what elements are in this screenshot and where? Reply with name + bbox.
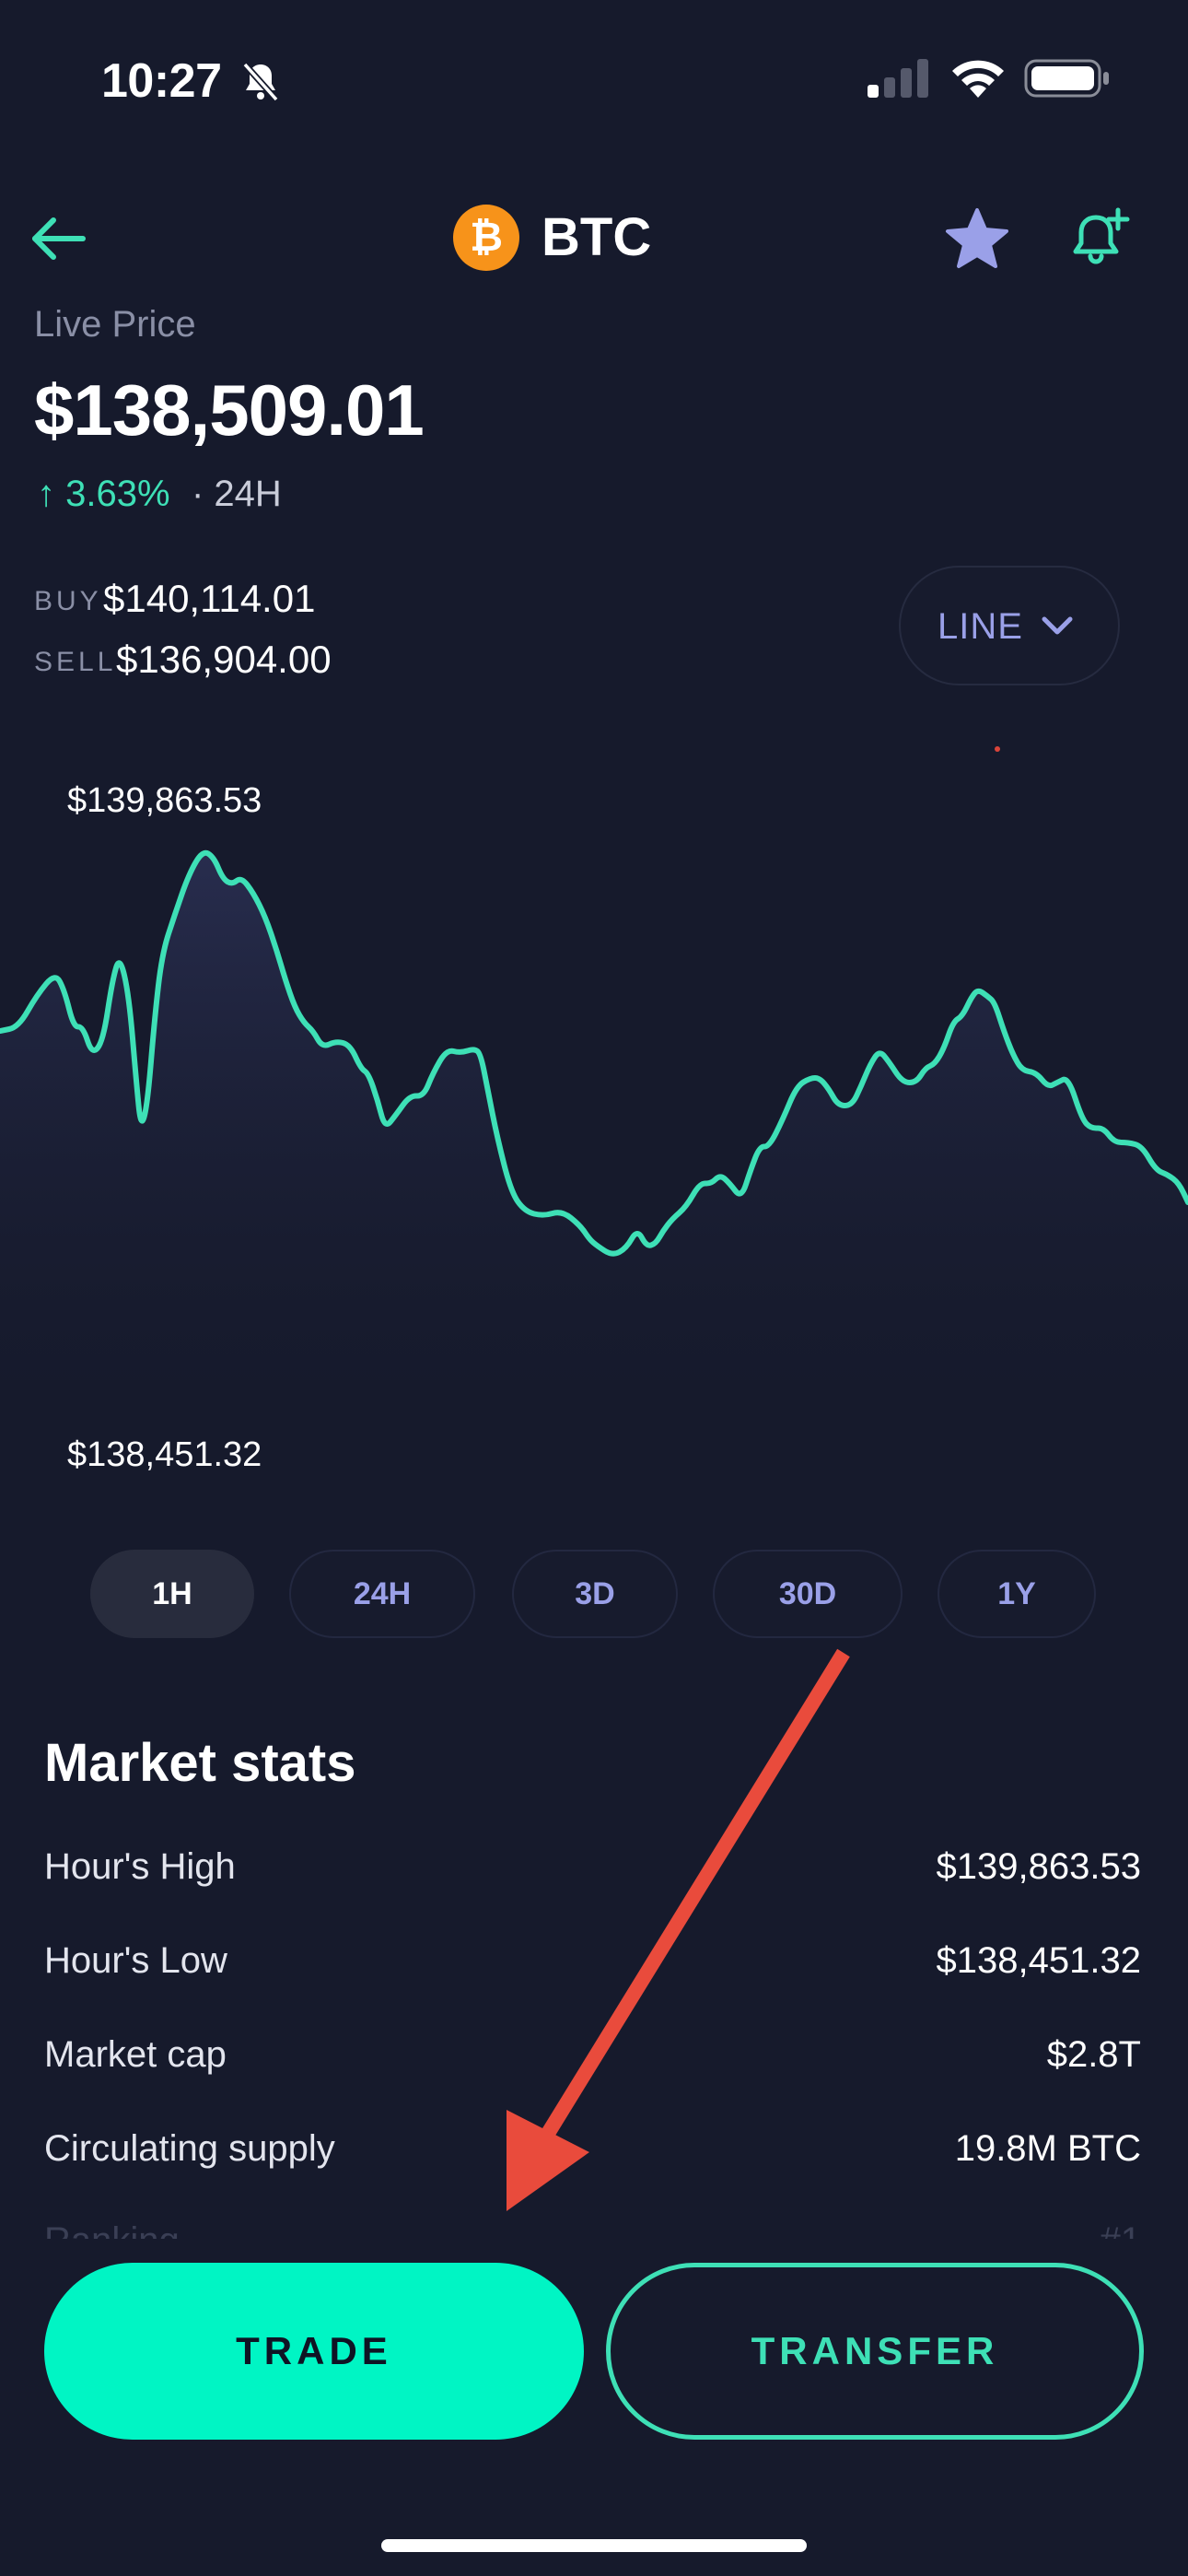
bell-muted-icon <box>242 62 279 102</box>
live-price-label: Live Price <box>34 304 196 345</box>
chart-price-line <box>0 849 1188 1257</box>
home-indicator <box>381 2539 807 2552</box>
stat-label-market-cap: Market cap <box>44 2034 227 2075</box>
range-tab-24h[interactable]: 24H <box>289 1550 475 1638</box>
buy-label: BUY <box>34 586 102 616</box>
live-price-value: $138,509.01 <box>34 369 425 451</box>
sell-price: $136,904.00 <box>116 638 332 681</box>
stat-value-market-cap: $2.8T <box>1046 2034 1141 2075</box>
range-tab-30d[interactable]: 30D <box>713 1550 903 1638</box>
stat-value-hours-low: $138,451.32 <box>936 1940 1141 1981</box>
chart-type-dropdown[interactable]: LINE <box>899 566 1120 685</box>
back-arrow-icon[interactable] <box>26 206 90 271</box>
stat-value-circulating-supply: 19.8M BTC <box>954 2128 1141 2169</box>
annotation-arrow-icon <box>507 1648 850 2211</box>
stat-label-hours-low: Hour's Low <box>44 1940 227 1981</box>
bitcoin-logo-icon: ₿ <box>453 205 519 271</box>
price-change-percent: ↑ 3.63% <box>37 474 170 514</box>
market-stats-title: Market stats <box>44 1733 356 1793</box>
cellular-signal-icon <box>868 59 928 98</box>
wifi-icon <box>952 60 1004 98</box>
price-change-period: · 24H <box>192 474 282 514</box>
chart-low-label: $138,451.32 <box>67 1435 262 1474</box>
range-tab-3d[interactable]: 3D <box>512 1550 678 1638</box>
price-line-chart[interactable] <box>0 755 1188 1456</box>
range-tab-1h[interactable]: 1H <box>90 1550 254 1638</box>
chart-type-label: LINE <box>938 606 1023 647</box>
transfer-button[interactable]: TRANSFER <box>606 2263 1144 2440</box>
add-price-alert-icon[interactable] <box>1066 205 1135 273</box>
buy-price: $140,114.01 <box>103 577 316 620</box>
status-time: 10:27 <box>101 54 222 108</box>
sell-label: SELL <box>34 647 117 677</box>
range-tab-1y[interactable]: 1Y <box>938 1550 1096 1638</box>
asset-ticker: BTC <box>542 207 652 267</box>
indicator-dot <box>995 746 1000 752</box>
stat-label-hours-high: Hour's High <box>44 1846 236 1887</box>
battery-icon <box>1024 59 1109 98</box>
trade-button[interactable]: TRADE <box>44 2263 584 2440</box>
stat-value-hours-high: $139,863.53 <box>936 1846 1141 1887</box>
favorite-star-icon[interactable] <box>943 205 1011 273</box>
chart-area-fill <box>0 852 1188 1456</box>
chart-high-label: $139,863.53 <box>67 781 262 820</box>
chevron-down-icon <box>1042 616 1073 635</box>
stat-label-circulating-supply: Circulating supply <box>44 2128 335 2169</box>
